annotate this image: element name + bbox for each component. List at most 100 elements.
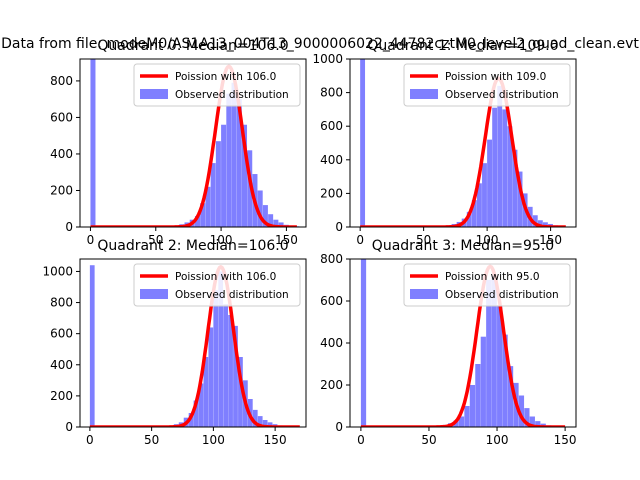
histogram-bar bbox=[507, 126, 513, 227]
panel-title: Quadrant 3: Median=95.0 bbox=[372, 238, 554, 254]
y-tick-label: 400 bbox=[50, 147, 73, 161]
y-tick-label: 1000 bbox=[42, 264, 73, 278]
x-tick-label: 150 bbox=[275, 233, 298, 247]
y-tick-label: 800 bbox=[50, 296, 73, 310]
legend-bar-swatch bbox=[410, 289, 438, 299]
histogram-bar bbox=[475, 364, 481, 427]
histogram-bar bbox=[512, 149, 518, 227]
legend-label-poisson: Poission with 106.0 bbox=[175, 271, 276, 283]
histogram-bar bbox=[210, 163, 216, 227]
histogram-bar bbox=[464, 406, 470, 427]
histogram-bar bbox=[226, 93, 232, 227]
x-tick-label: 150 bbox=[264, 433, 287, 447]
histogram-bar bbox=[487, 139, 493, 227]
legend-label-observed: Observed distribution bbox=[445, 289, 559, 301]
legend-bar-swatch bbox=[140, 289, 168, 299]
histogram-bar bbox=[223, 304, 228, 427]
y-tick-label: 800 bbox=[50, 74, 73, 88]
y-tick-label: 0 bbox=[65, 220, 73, 234]
histogram-bar bbox=[203, 357, 209, 427]
y-tick-label: 600 bbox=[50, 110, 73, 124]
histogram-bar bbox=[497, 305, 503, 427]
poisson-curve bbox=[90, 64, 298, 227]
histogram-bar bbox=[252, 409, 258, 427]
chart-panel-0: 0 50 100 150 0 200 400 600 800 Quadrant 0: Median… bbox=[50, 38, 307, 247]
histogram-bar bbox=[221, 124, 227, 227]
panel-title: Quadrant 0: Median=106.0 bbox=[97, 38, 288, 54]
y-tick-label: 600 bbox=[50, 327, 73, 341]
histogram-bar bbox=[257, 190, 263, 227]
histogram-bar bbox=[273, 219, 279, 227]
histogram-bar bbox=[278, 222, 284, 227]
legend-label-poisson: Poission with 106.0 bbox=[175, 71, 276, 83]
y-tick-label: 1000 bbox=[312, 52, 343, 66]
x-tick-label: 100 bbox=[476, 233, 499, 247]
y-tick-label: 0 bbox=[335, 420, 343, 434]
histogram-bar bbox=[518, 395, 525, 427]
legend-box bbox=[403, 63, 571, 107]
x-tick-label: 150 bbox=[554, 433, 577, 447]
histogram-bar bbox=[466, 211, 472, 227]
histogram-bar bbox=[502, 109, 508, 227]
histogram-bar bbox=[213, 290, 219, 427]
histogram-bar bbox=[360, 259, 367, 427]
histogram-bar bbox=[507, 366, 514, 427]
histogram-bar bbox=[200, 203, 206, 227]
legend-label-observed: Observed distribution bbox=[175, 289, 289, 301]
figure-suptitle: Data from file: modeM0/AS1A13_004T13_900… bbox=[1, 36, 639, 52]
y-tick-label: 400 bbox=[320, 153, 343, 167]
y-tick-label: 800 bbox=[320, 86, 343, 100]
histogram-bar bbox=[193, 400, 199, 427]
histogram-bar bbox=[238, 357, 243, 427]
x-tick-label: 0 bbox=[357, 433, 365, 447]
y-tick-label: 0 bbox=[335, 220, 343, 234]
histogram-bar bbox=[360, 59, 366, 227]
legend-box bbox=[133, 63, 301, 107]
axes-frame bbox=[79, 58, 307, 228]
x-tick-label: 100 bbox=[486, 433, 509, 447]
x-tick-label: 50 bbox=[421, 433, 436, 447]
legend-label-poisson: Poission with 109.0 bbox=[445, 71, 546, 83]
legend-box bbox=[403, 263, 571, 307]
histogram-bar bbox=[247, 150, 253, 227]
histogram-bar bbox=[262, 420, 268, 427]
histogram-bar bbox=[542, 222, 548, 227]
histogram-bar bbox=[267, 422, 273, 427]
histogram-bar bbox=[502, 334, 508, 427]
legend-bar-swatch bbox=[410, 89, 438, 99]
histogram-bar bbox=[90, 59, 96, 227]
axes-frame bbox=[79, 258, 307, 428]
chart-panel-1: 0 50 100 150 0 200 400 600 800 1000 Quadrant 1: Me… bbox=[312, 38, 577, 247]
legend-label-observed: Observed distribution bbox=[445, 89, 559, 101]
histogram-bar bbox=[241, 124, 248, 227]
x-tick-label: 150 bbox=[539, 233, 562, 247]
histogram-bar bbox=[476, 183, 482, 227]
histogram-bar bbox=[482, 163, 487, 227]
histogram-bar bbox=[236, 99, 242, 227]
y-tick-label: 400 bbox=[320, 336, 343, 350]
histogram-bar bbox=[89, 265, 95, 427]
histogram-bar bbox=[471, 200, 477, 227]
histogram-bar bbox=[469, 385, 476, 427]
histogram-bar bbox=[492, 107, 498, 227]
histogram-bar bbox=[257, 416, 263, 427]
axes-frame bbox=[349, 58, 577, 228]
histogram-bar bbox=[231, 82, 237, 227]
histogram-bar bbox=[529, 416, 535, 427]
poisson-curve bbox=[360, 264, 566, 427]
histogram-bar bbox=[233, 325, 238, 427]
histogram-bar bbox=[215, 141, 221, 227]
x-tick-label: 50 bbox=[144, 433, 159, 447]
histogram-bar bbox=[453, 420, 459, 427]
y-tick-label: 600 bbox=[320, 119, 343, 133]
histogram-bar bbox=[208, 327, 214, 427]
panel-title: Quadrant 1: Median=109.0 bbox=[367, 38, 558, 54]
histogram-bar bbox=[218, 271, 224, 427]
histogram-bar bbox=[458, 416, 465, 427]
histogram-bar bbox=[537, 220, 543, 227]
plot-area bbox=[359, 59, 569, 227]
histogram-bar bbox=[194, 216, 200, 227]
x-tick-label: 0 bbox=[87, 233, 95, 247]
chart-panel-3: 0 50 100 150 0 200 400 600 800 Quadrant 3: Median… bbox=[320, 238, 576, 447]
